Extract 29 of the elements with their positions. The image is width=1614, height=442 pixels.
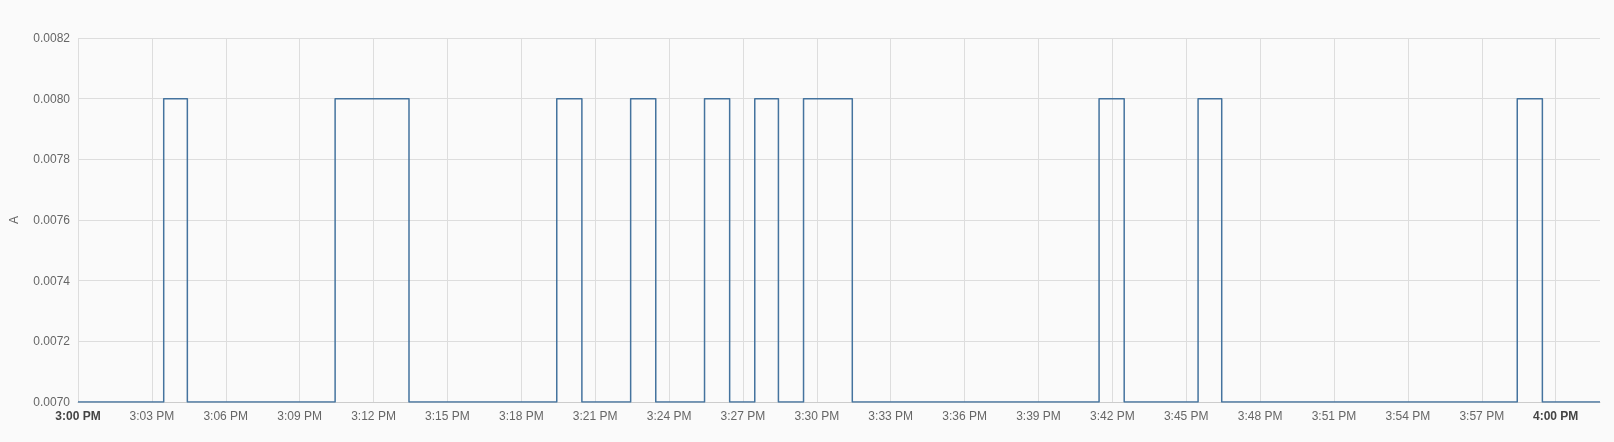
x-tick-label: 3:12 PM xyxy=(351,409,396,423)
x-tick-label: 3:00 PM xyxy=(55,409,101,423)
y-tick-label: 0.0076 xyxy=(33,213,71,227)
x-tick-label: 3:18 PM xyxy=(498,409,544,423)
y-tick-label: 0.0072 xyxy=(33,334,71,349)
x-tick-label: 3:57 PM xyxy=(1459,409,1505,423)
x-tick-label: 3:27 PM xyxy=(720,409,766,423)
x-tick-label: 3:39 PM xyxy=(1016,409,1061,423)
y-tick-label: 0.0070 xyxy=(33,395,71,409)
x-tick-label: 3:33 PM xyxy=(868,409,914,423)
x-tick-label: 3:30 PM xyxy=(794,409,840,423)
x-tick-label: 3:54 PM xyxy=(1385,409,1431,423)
x-tick-label: 3:48 PM xyxy=(1237,409,1283,423)
y-tick-label: 0.0080 xyxy=(33,91,71,106)
y-tick-label: 0.0074 xyxy=(33,273,71,288)
x-tick-label: 3:42 PM xyxy=(1090,409,1135,423)
x-tick-label: 3:09 PM xyxy=(277,409,322,423)
x-tick-label: 3:15 PM xyxy=(425,409,470,423)
y-tick-label: 0.0078 xyxy=(33,152,71,167)
x-tick-label: 4:00 PM xyxy=(1532,409,1579,423)
y-tick-label: 0.0082 xyxy=(33,31,71,45)
x-tick-label: 3:36 PM xyxy=(942,409,987,423)
x-tick-label: 3:21 PM xyxy=(572,409,618,423)
x-tick-label: 3:06 PM xyxy=(203,409,249,423)
y-axis-title: A xyxy=(7,215,21,225)
x-tick-label: 3:51 PM xyxy=(1311,409,1357,423)
x-tick-label: 3:03 PM xyxy=(129,409,175,423)
x-tick-label: 3:24 PM xyxy=(646,409,692,423)
x-tick-label: 3:45 PM xyxy=(1163,409,1209,423)
